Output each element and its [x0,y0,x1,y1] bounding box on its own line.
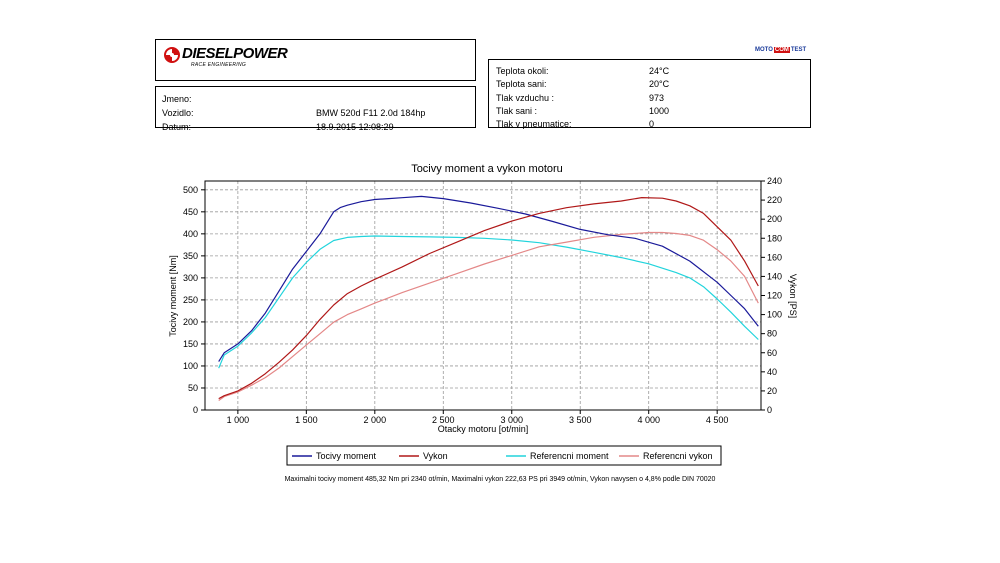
y-right-tick-label: 80 [767,329,777,339]
y-left-tick-label: 300 [183,273,198,283]
x-axis-label: Otacky motoru [ot/min] [438,424,529,434]
y-left-tick-label: 50 [188,383,198,393]
chart-series [218,195,759,401]
legend-label: Referencni moment [530,451,609,461]
x-tick-label: 3 500 [569,415,592,425]
badge-part-test: TEST [790,47,807,53]
legend-label: Tocivy moment [316,451,377,461]
y-right-tick-label: 140 [767,271,782,281]
x-tick-label: 4 000 [637,415,660,425]
x-tick-label: 1 500 [295,415,318,425]
cond-label: Tlak sani : [496,106,538,116]
cond-value: 973 [649,93,665,103]
cond-label: Teplota okoli: [496,66,549,76]
y-left-axis-label: Tocivy moment [Nm] [168,255,178,337]
series-line-referencni-vykon [218,231,759,401]
summary-footer: Maximalni tocivy moment 485,32 Nm pri 23… [284,476,716,483]
plot-frame [204,180,762,411]
y-left-tick-label: 500 [183,185,198,195]
y-right-tick-label: 20 [767,386,777,396]
cond-value: 24°C [649,66,670,76]
turbo-logo-icon [164,47,180,63]
y-left-tick-label: 200 [183,317,198,327]
cond-label: Teplota sani: [496,79,547,89]
chart-title: Tocivy moment a vykon motoru [411,163,563,175]
y-left-tick-label: 400 [183,229,198,239]
chart-ticks: 1 000 1 500 2 000 2 500 3 000 3 500 4 000 4 500… [183,176,782,425]
logo-text: DIESELPOWER [182,45,288,62]
x-tick-label: 2 000 [364,415,387,425]
series-line-vykon [218,197,759,400]
y-left-tick-label: 100 [183,361,198,371]
dyno-chart: Tocivy moment a vykon motoru 1 000 1 500 2… [168,163,798,466]
y-right-tick-label: 240 [767,176,782,186]
logo-subtext: RACE ENGINEERING [191,62,247,68]
y-right-tick-label: 220 [767,195,782,205]
series-line-tocivy-moment [218,195,759,362]
y-right-tick-label: 100 [767,310,782,320]
x-tick-label: 2 500 [432,415,455,425]
badge-part-com: COM [773,47,790,53]
cond-value: 1000 [649,106,670,116]
y-right-axis-label: Vykon [PS] [788,274,798,318]
vehicle-label: Vozidlo: [162,108,194,118]
y-right-tick-label: 180 [767,233,782,243]
x-tick-label: 4 500 [706,415,729,425]
vehicle-info-panel: Jmeno: Vozidlo: BMW 520d F11 2.0d 184hp … [155,86,476,132]
date-label: Datum: [162,122,192,132]
vehicle-value: BMW 520d F11 2.0d 184hp [316,108,426,118]
motocomtest-badge: MOTO COM TEST [754,47,807,53]
x-tick-label: 1 000 [227,415,250,425]
cond-label: Tlak vzduchu : [496,93,555,103]
y-left-tick-label: 150 [183,339,198,349]
conditions-panel: Teplota okoli: 24°C Teplota sani: 20°C T… [488,59,811,129]
y-right-tick-label: 200 [767,214,782,224]
y-left-tick-label: 250 [183,295,198,305]
legend-box [286,445,722,466]
name-label: Jmeno: [162,94,192,104]
legend-label: Referencni vykon [643,451,713,461]
cond-label: Tlak v pneumatice: [496,119,572,129]
cond-value: 0 [649,119,655,129]
badge-part-moto: MOTO [755,47,773,53]
y-right-tick-label: 0 [767,405,772,415]
series-line-referencni-moment [218,235,759,369]
x-tick-label: 3 000 [500,415,523,425]
cond-value: 20°C [649,79,670,89]
y-right-tick-label: 160 [767,252,782,262]
y-left-tick-label: 450 [183,207,198,217]
y-right-tick-label: 40 [767,367,777,377]
date-value: 18.9.2015 12:08:29 [316,122,394,132]
chart-legend: Tocivy moment Vykon Referencni moment Refer… [292,451,713,461]
y-right-tick-label: 60 [767,348,777,358]
y-left-tick-label: 0 [193,405,198,415]
logo-panel: DIESELPOWER RACE ENGINEERING [155,39,476,81]
y-left-tick-label: 350 [183,251,198,261]
chart-grid [205,181,761,411]
legend-label: Vykon [423,451,448,461]
y-right-tick-label: 120 [767,291,782,301]
